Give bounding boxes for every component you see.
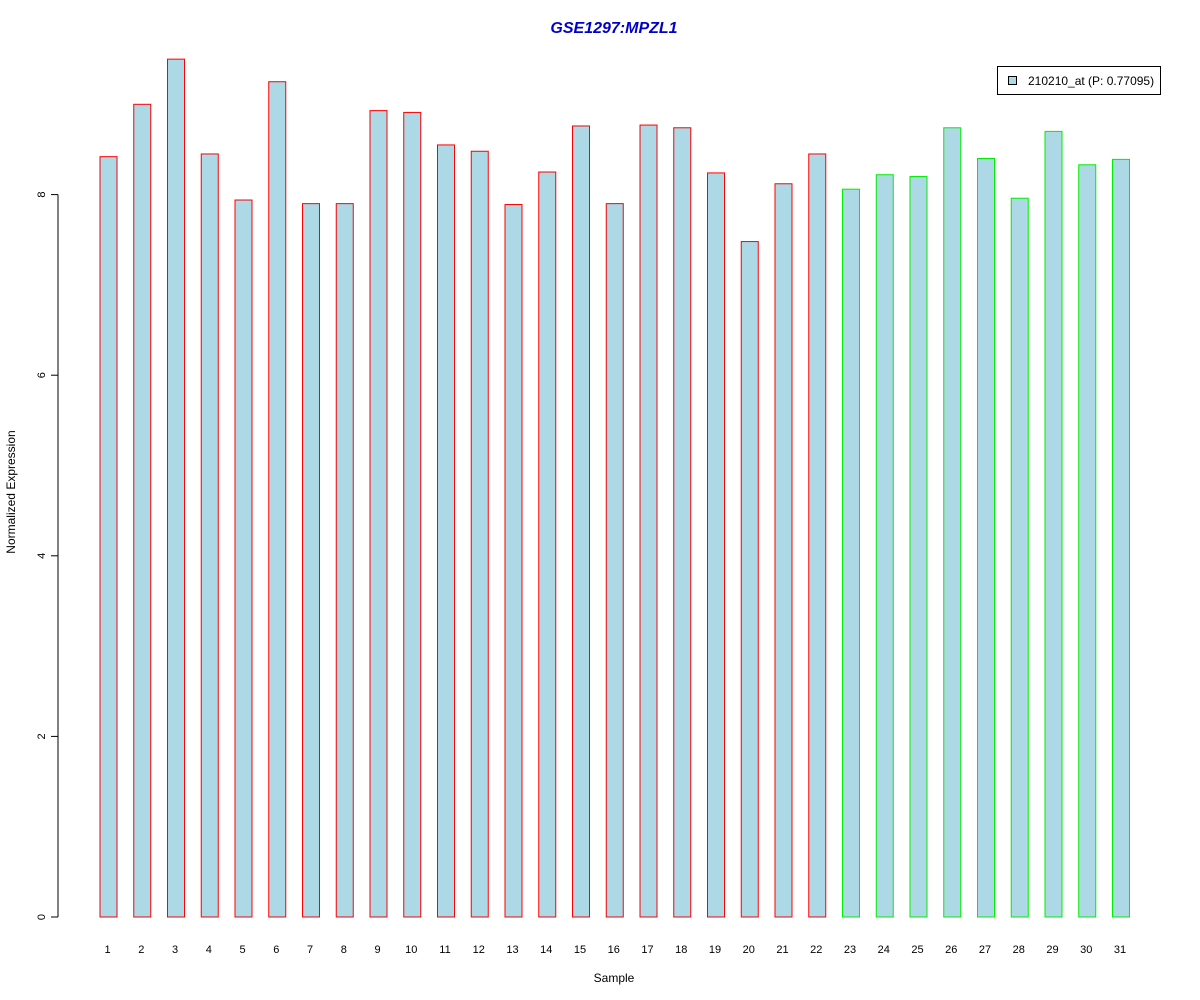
bar-sample-29 [1044, 130, 1063, 918]
bar-sample-30 [1078, 164, 1097, 918]
y-tick-label: 4 [36, 553, 48, 559]
x-tick-label: 9 [374, 944, 380, 956]
bar-sample-13 [504, 204, 523, 918]
bar-sample-5 [234, 199, 253, 918]
x-tick-label: 11 [439, 944, 450, 956]
bar-sample-2 [133, 103, 152, 918]
legend: 210210_at (P: 0.77095) [997, 66, 1161, 95]
bar-sample-26 [943, 127, 962, 918]
x-tick-label: 24 [878, 944, 890, 956]
x-tick-label: 21 [776, 944, 788, 956]
y-tick-label: 8 [36, 192, 48, 198]
x-tick-label: 23 [844, 944, 856, 956]
bar-sample-8 [335, 203, 354, 918]
x-tick-label: 13 [506, 944, 518, 956]
bar-sample-3 [167, 58, 185, 918]
x-tick-label: 17 [641, 944, 653, 956]
bar-sample-27 [977, 157, 995, 918]
bar-sample-18 [673, 127, 692, 918]
bar-sample-16 [605, 203, 624, 918]
x-tick-label: 20 [743, 944, 755, 956]
y-axis-label: Normalized Expression [4, 430, 18, 554]
bar-sample-7 [302, 203, 320, 918]
y-tick-label: 2 [36, 733, 48, 739]
bar-sample-21 [774, 183, 793, 918]
bar-sample-11 [437, 144, 455, 918]
bar-sample-17 [639, 124, 658, 918]
bar-sample-6 [268, 81, 287, 918]
bar-sample-12 [470, 150, 489, 918]
y-tick-label: 6 [36, 372, 48, 378]
x-tick-label: 8 [341, 944, 347, 956]
x-tick-label: 15 [574, 944, 586, 956]
x-tick-label: 31 [1114, 944, 1126, 956]
x-tick-label: 10 [405, 944, 417, 956]
x-tick-label: 30 [1080, 944, 1092, 956]
y-tick-label: 0 [36, 914, 48, 920]
x-tick-label: 6 [273, 944, 279, 956]
x-tick-label: 2 [138, 944, 144, 956]
chart-title: GSE1297:MPZL1 [550, 20, 678, 37]
bar-sample-9 [369, 110, 388, 918]
x-tick-label: 22 [810, 944, 822, 956]
x-tick-label: 3 [172, 944, 178, 956]
x-tick-label: 29 [1046, 944, 1058, 956]
bar-sample-20 [740, 241, 759, 918]
bar-sample-4 [200, 153, 219, 918]
x-tick-label: 28 [1013, 944, 1025, 956]
legend-swatch [1008, 76, 1017, 85]
bar-sample-19 [707, 172, 725, 918]
bar-sample-24 [875, 174, 894, 918]
bar-sample-15 [572, 125, 590, 918]
bar-sample-1 [99, 156, 118, 918]
bar-sample-31 [1112, 158, 1130, 918]
x-tick-label: 4 [206, 944, 212, 956]
x-tick-label: 26 [945, 944, 957, 956]
x-tick-label: 1 [104, 944, 110, 956]
bar-sample-25 [909, 176, 928, 918]
bar-sample-10 [403, 111, 422, 918]
x-tick-label: 27 [979, 944, 991, 956]
bar-sample-14 [538, 171, 557, 918]
x-tick-label: 18 [675, 944, 687, 956]
bar-sample-28 [1010, 197, 1029, 918]
x-tick-label: 16 [608, 944, 620, 956]
x-tick-label: 7 [307, 944, 313, 956]
x-tick-label: 12 [473, 944, 485, 956]
x-tick-label: 5 [239, 944, 245, 956]
x-tick-label: 25 [911, 944, 923, 956]
bar-sample-22 [808, 153, 827, 918]
legend-label: 210210_at (P: 0.77095) [1028, 74, 1155, 88]
bar-sample-23 [842, 188, 860, 918]
x-tick-label: 19 [709, 944, 721, 956]
x-tick-label: 14 [540, 944, 552, 956]
x-axis-label: Sample [593, 971, 635, 985]
